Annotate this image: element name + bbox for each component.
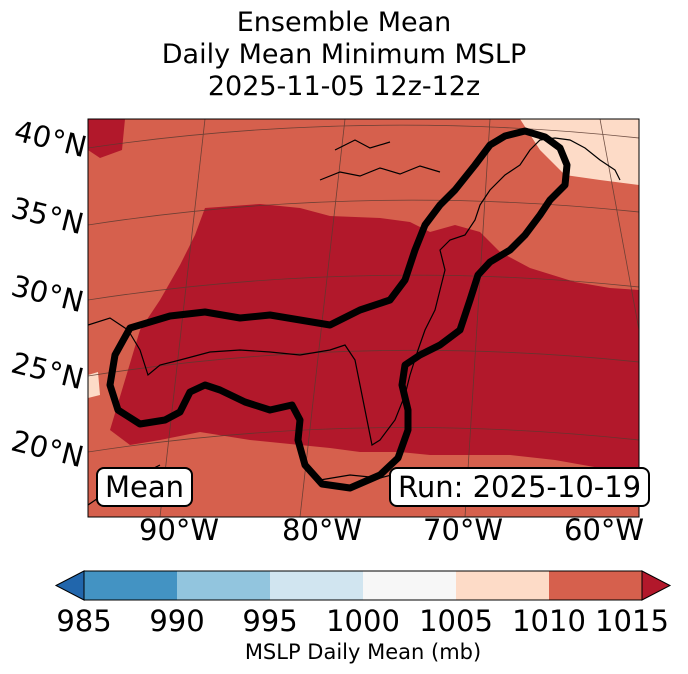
colorbar-over-arrow xyxy=(641,570,672,601)
colorbar-tick: 1000 xyxy=(326,604,400,638)
colorbar-tick: 1015 xyxy=(595,604,669,638)
map-frame xyxy=(87,118,640,518)
colorbar-segment xyxy=(84,571,178,600)
lon-label-60: 60°W xyxy=(564,513,645,547)
colorbar-label: MSLP Daily Mean (mb) xyxy=(244,640,482,664)
colorbar-tick: 995 xyxy=(242,604,298,638)
colorbar-segment xyxy=(549,571,643,600)
colorbar-tick: 985 xyxy=(56,604,112,638)
colorbar-tick: 990 xyxy=(149,604,205,638)
mslp-contour xyxy=(106,127,571,492)
colorbar-segment xyxy=(270,571,364,600)
title-line-1: Ensemble Mean xyxy=(236,7,452,38)
colorbar-tick: 1005 xyxy=(419,604,493,638)
colorbar-frame xyxy=(83,570,643,601)
colorbar-segment xyxy=(456,571,550,600)
title-line-2: Daily Mean Minimum MSLP xyxy=(161,39,527,70)
title-line-3: 2025-11-05 12z-12z xyxy=(207,71,481,102)
field-1015-patch-nw xyxy=(88,119,125,158)
colorbar-segment xyxy=(177,571,271,600)
colorbar-under-arrow xyxy=(54,570,85,601)
field-1015-main xyxy=(110,204,639,478)
lon-label-90: 90°W xyxy=(139,513,220,547)
colorbar-segment xyxy=(363,571,457,600)
lon-label-70: 70°W xyxy=(423,513,504,547)
mean-label-box: Mean xyxy=(96,467,194,507)
graticule xyxy=(88,119,639,517)
lon-label-80: 80°W xyxy=(282,513,363,547)
run-date-box: Run: 2025-10-19 xyxy=(389,467,651,507)
colorbar-tick: 1010 xyxy=(512,604,586,638)
field-1005-1010-west xyxy=(88,372,100,398)
